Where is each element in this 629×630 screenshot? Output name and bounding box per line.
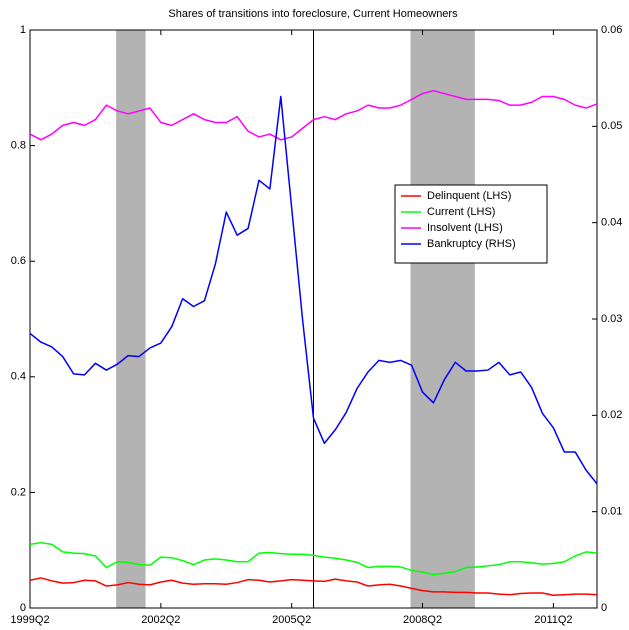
legend-label: Insolvent (LHS) [427, 222, 503, 234]
legend-label: Delinquent (LHS) [427, 190, 511, 202]
y2-tick-label: 0.01 [601, 506, 622, 518]
y-tick-label: 0.6 [11, 255, 26, 267]
series-line [29, 541, 598, 576]
series-line [29, 89, 598, 141]
x-tick-label: 1999Q2 [10, 614, 49, 626]
shaded-region [410, 30, 475, 608]
x-tick-label: 2011Q2 [534, 614, 572, 626]
legend-label: Bankruptcy (RHS) [427, 238, 516, 250]
y-tick-label: 0 [20, 602, 26, 614]
series-line [29, 95, 598, 485]
y2-tick-label: 0 [601, 602, 607, 614]
y-tick-label: 0.2 [11, 486, 26, 498]
y-tick-label: 0.4 [11, 371, 26, 383]
y2-tick-label: 0.04 [601, 217, 622, 229]
x-tick-label: 2008Q2 [403, 614, 442, 626]
y2-tick-label: 0.02 [601, 409, 622, 421]
shaded-region [116, 30, 146, 608]
y-tick-label: 0.8 [11, 140, 26, 152]
y2-tick-label: 0.05 [601, 120, 622, 132]
x-tick-label: 2005Q2 [272, 614, 311, 626]
series-line [29, 577, 598, 597]
y2-tick-label: 0.03 [601, 313, 622, 325]
y2-tick-label: 0.06 [601, 24, 622, 36]
legend-box [394, 184, 548, 264]
y-tick-label: 1 [20, 24, 26, 36]
legend-label: Current (LHS) [427, 206, 495, 218]
x-tick-label: 2002Q2 [141, 614, 180, 626]
chart-title: Shares of transitions into foreclosure, … [168, 8, 458, 20]
